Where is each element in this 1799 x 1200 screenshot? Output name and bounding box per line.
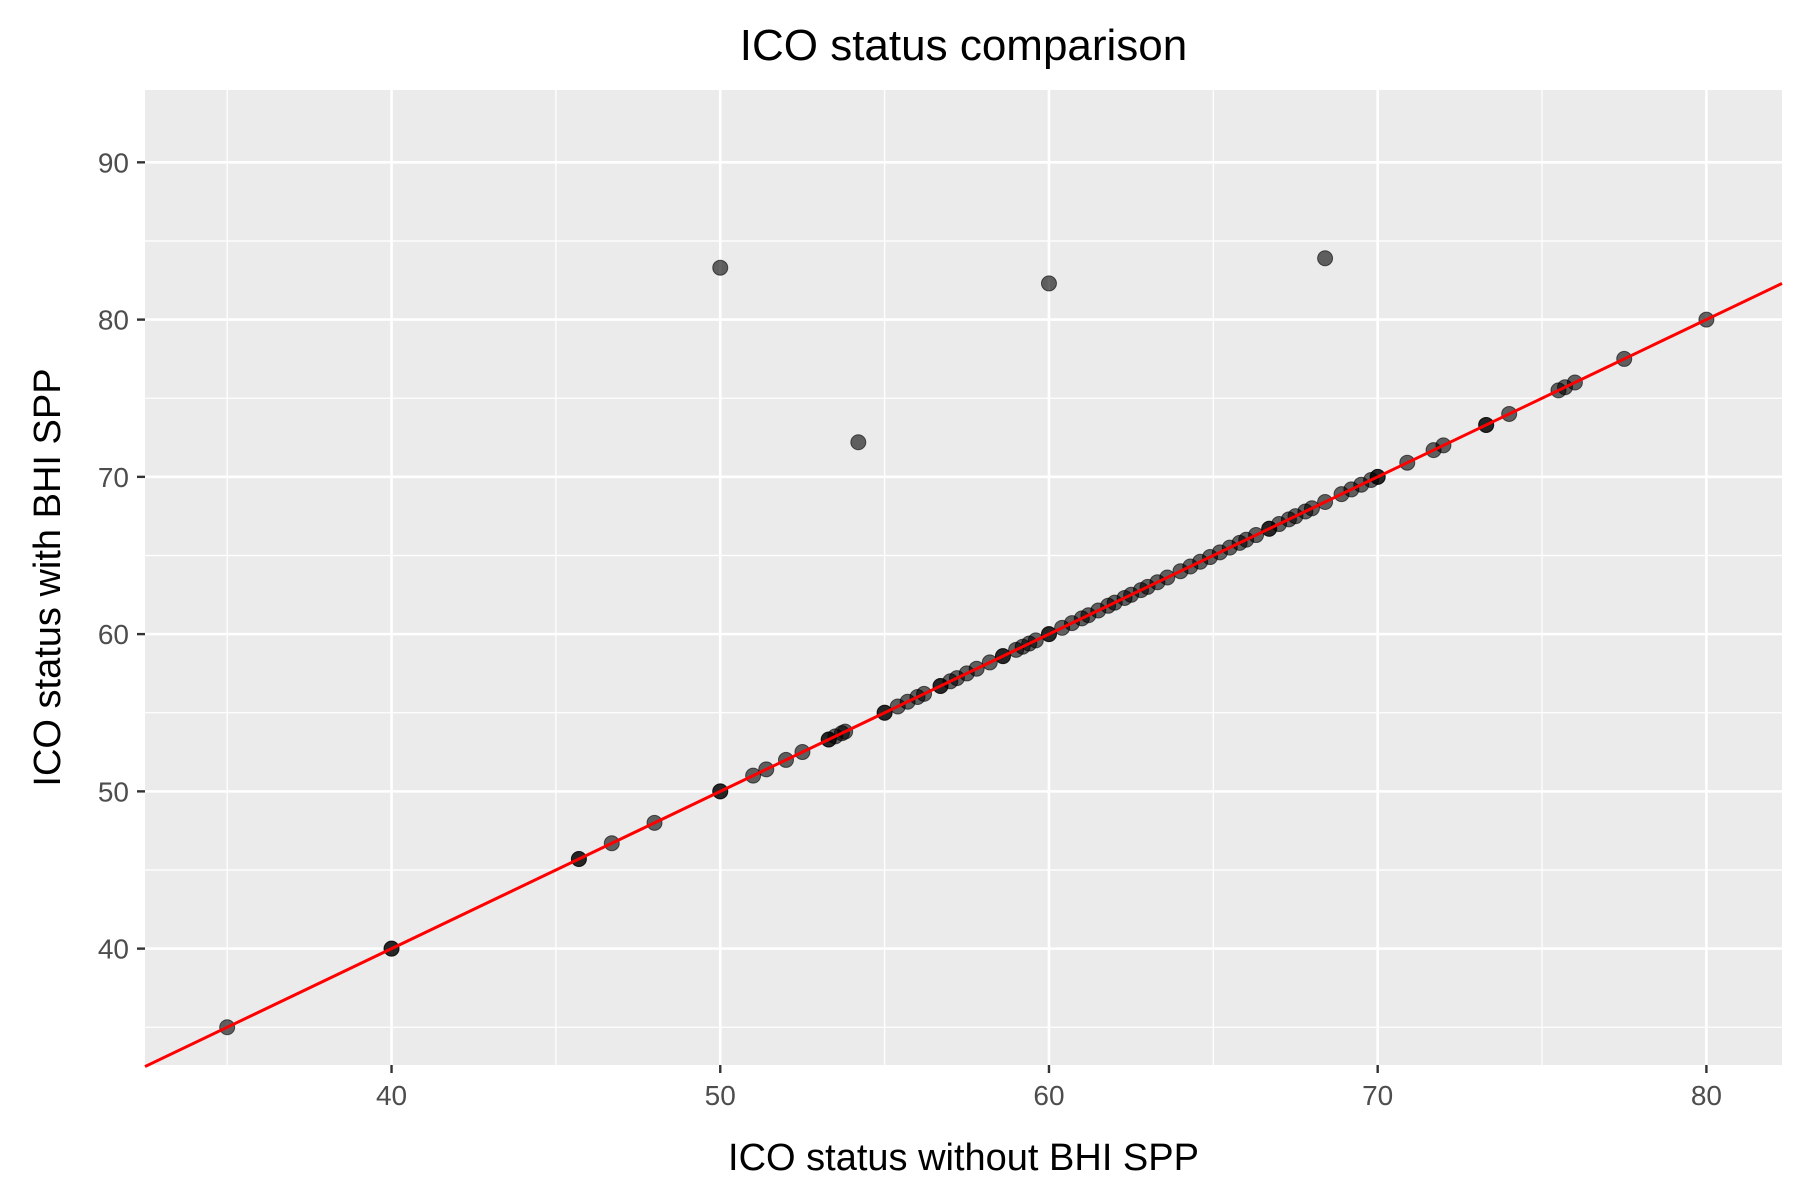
major-gridlines (145, 90, 1782, 1065)
x-tick-label: 80 (1691, 1080, 1722, 1111)
x-tick-label: 50 (705, 1080, 736, 1111)
y-tick-label: 40 (98, 934, 129, 965)
y-tick-label: 70 (98, 462, 129, 493)
x-axis-ticks: 40 50 60 70 80 (376, 1065, 1722, 1111)
reference-line (144, 282, 1783, 1068)
y-axis-ticks: 40 50 60 70 80 90 (98, 147, 145, 965)
data-point (1040, 275, 1057, 292)
x-tick-label: 70 (1362, 1080, 1393, 1111)
data-point (1317, 250, 1334, 267)
y-tick-label: 80 (98, 305, 129, 336)
x-axis-title: ICO status without BHI SPP (728, 1137, 1199, 1179)
y-axis-title: ICO status with BHI SPP (27, 368, 69, 786)
plot-panel (145, 90, 1782, 1065)
minor-gridlines (145, 90, 1782, 1065)
y-tick-label: 60 (98, 619, 129, 650)
y-tick-label: 90 (98, 147, 129, 178)
data-point (850, 434, 867, 451)
chart-title: ICO status comparison (740, 21, 1188, 70)
x-tick-label: 40 (376, 1080, 407, 1111)
data-point (712, 259, 729, 276)
y-tick-label: 50 (98, 776, 129, 807)
x-tick-label: 60 (1033, 1080, 1064, 1111)
